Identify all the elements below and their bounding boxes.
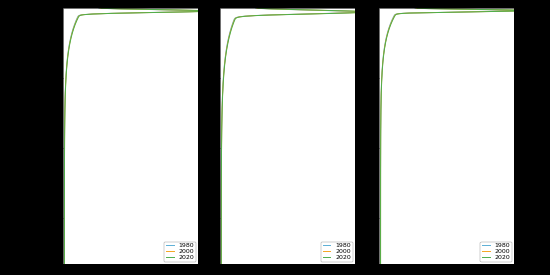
2000 [377,162,384,165]
Line: 2000: 2000 [64,8,206,264]
1980 [72,22,78,26]
2020 [218,262,224,266]
Legend: 1980, 2000, 2020: 1980, 2000, 2020 [164,241,196,262]
2020 [61,200,68,204]
2000 [61,262,68,266]
Legend: 1980, 2000, 2020: 1980, 2000, 2020 [480,241,513,262]
2000 [413,7,420,10]
2020 [61,169,68,173]
2000 [377,262,384,266]
1980 [412,7,419,10]
1980 [387,22,394,26]
1980 [61,169,68,173]
2020 [218,155,225,158]
1980 [218,169,224,173]
Line: 1980: 1980 [381,8,518,264]
2000 [61,169,68,173]
1980 [61,155,68,158]
2000 [377,155,384,158]
2020 [377,200,384,204]
2000 [61,155,68,158]
Legend: 1980, 2000, 2020: 1980, 2000, 2020 [321,241,353,262]
2020 [388,22,394,26]
1980 [377,227,384,230]
2020 [377,162,384,165]
Line: 2020: 2020 [221,8,366,264]
1980 [61,162,68,165]
2000 [61,227,68,230]
Line: 2000: 2000 [381,8,522,264]
2000 [377,227,384,230]
1980 [218,262,224,266]
Line: 2000: 2000 [221,8,362,264]
Line: 2020: 2020 [381,8,526,264]
2000 [254,7,260,10]
1980 [61,200,68,204]
2020 [377,169,384,173]
1980 [218,162,224,165]
2000 [61,200,68,204]
2020 [61,155,68,158]
1980 [61,227,68,230]
2020 [218,200,224,204]
2000 [218,162,225,165]
2020 [61,262,68,266]
2000 [72,22,78,26]
1980 [218,200,224,204]
2000 [229,22,236,26]
2020 [377,227,384,230]
2020 [255,7,261,10]
2020 [230,22,236,26]
1980 [377,262,384,266]
2020 [61,227,68,230]
1980 [377,155,384,158]
2020 [218,227,224,230]
2000 [97,7,103,10]
2000 [218,200,224,204]
1980 [218,227,224,230]
Line: 1980: 1980 [64,8,201,264]
1980 [377,169,384,173]
1980 [377,162,384,165]
1980 [229,22,236,26]
2020 [377,262,384,266]
2020 [377,155,384,158]
2000 [387,22,394,26]
2020 [61,162,68,165]
1980 [252,7,259,10]
2000 [218,155,225,158]
1980 [96,7,102,10]
2020 [72,22,79,26]
1980 [218,155,225,158]
2020 [414,7,421,10]
2020 [218,169,225,173]
Line: 2020: 2020 [64,8,210,264]
2000 [218,262,224,266]
2000 [377,169,384,173]
2020 [98,7,104,10]
2000 [218,169,224,173]
2020 [218,162,225,165]
1980 [377,200,384,204]
2000 [218,227,224,230]
1980 [61,262,68,266]
2000 [61,162,68,165]
Line: 1980: 1980 [221,8,358,264]
2000 [377,200,384,204]
